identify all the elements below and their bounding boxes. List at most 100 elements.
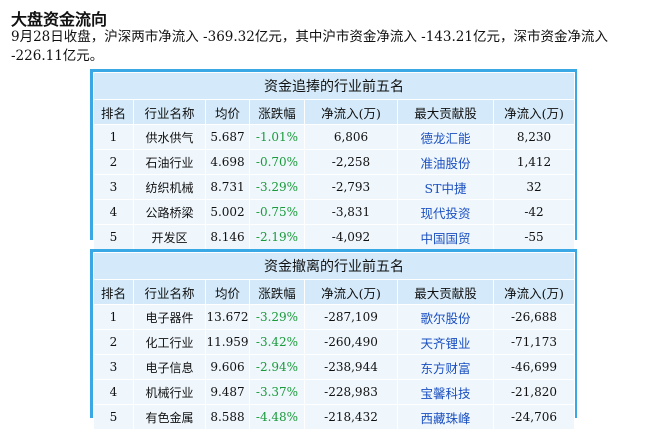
rank-cell: 4	[93, 379, 134, 405]
industry-cell: 纺织机械	[133, 174, 206, 200]
net-inflow-cell: 6,806	[304, 124, 398, 150]
stock-net-inflow-cell: -42	[492, 199, 576, 225]
column-header-change: 涨跌幅	[249, 99, 305, 125]
industry-cell: 电子器件	[133, 304, 206, 330]
rank-cell: 3	[93, 354, 134, 380]
industry-cell: 公路桥梁	[133, 199, 206, 225]
change-cell: -2.19%	[249, 224, 305, 250]
net-inflow-cell: -260,490	[304, 329, 398, 355]
net-inflow-cell: -4,092	[304, 224, 398, 250]
column-header-industry: 行业名称	[133, 279, 206, 305]
column-header-industry: 行业名称	[133, 99, 206, 125]
stock-net-inflow-cell: -24,706	[492, 404, 576, 430]
avg-price-cell: 9.487	[205, 379, 250, 405]
avg-price-cell: 5.002	[205, 199, 250, 225]
avg-price-cell: 9.606	[205, 354, 250, 380]
top-stock-link[interactable]: 天齐锂业	[397, 329, 494, 355]
table-row: 1 供水供气 5.687 -1.01% 6,806 德龙汇能 8,230	[93, 124, 576, 150]
change-cell: -3.42%	[249, 329, 305, 355]
top-stock-link[interactable]: 歌尔股份	[397, 304, 494, 330]
avg-price-cell: 8.146	[205, 224, 250, 250]
stock-net-inflow-cell: 1,412	[492, 149, 576, 175]
change-cell: -3.37%	[249, 379, 305, 405]
stock-net-inflow-cell: -26,688	[492, 304, 576, 330]
column-header-top-stock: 最大贡献股	[397, 99, 494, 125]
avg-price-cell: 11.959	[205, 329, 250, 355]
rank-cell: 1	[93, 304, 134, 330]
inflow-table: 资金追捧的行业前五名 排名 行业名称 均价 涨跌幅 净流入(万) 最大贡献股 净…	[92, 72, 576, 250]
top-stock-link[interactable]: 西藏珠峰	[397, 404, 494, 430]
stock-net-inflow-cell: -21,820	[492, 379, 576, 405]
column-header-avg-price: 均价	[205, 279, 250, 305]
industry-cell: 有色金属	[133, 404, 206, 430]
top-stock-link[interactable]: 东方财富	[397, 354, 494, 380]
table-row: 1 电子器件 13.672 -3.29% -287,109 歌尔股份 -26,6…	[93, 304, 576, 330]
net-inflow-cell: -228,983	[304, 379, 398, 405]
stock-net-inflow-cell: -55	[492, 224, 576, 250]
top-stock-link[interactable]: 宝馨科技	[397, 379, 494, 405]
rank-cell: 3	[93, 174, 134, 200]
net-inflow-cell: -238,944	[304, 354, 398, 380]
column-header-top-stock: 最大贡献股	[397, 279, 494, 305]
top-stock-link[interactable]: 准油股份	[397, 149, 494, 175]
column-header-avg-price: 均价	[205, 99, 250, 125]
change-cell: -1.01%	[249, 124, 305, 150]
table-row: 5 开发区 8.146 -2.19% -4,092 中国国贸 -55	[93, 224, 576, 250]
table-caption: 资金追捧的行业前五名	[92, 72, 576, 100]
top-stock-link[interactable]: 中国国贸	[397, 224, 494, 250]
outflow-table: 资金撤离的行业前五名 排名 行业名称 均价 涨跌幅 净流入(万) 最大贡献股 净…	[92, 252, 576, 430]
stock-net-inflow-cell: -71,173	[492, 329, 576, 355]
column-header-stock-net-inflow: 净流入(万)	[492, 279, 576, 305]
net-inflow-cell: -2,258	[304, 149, 398, 175]
industry-cell: 机械行业	[133, 379, 206, 405]
avg-price-cell: 5.687	[205, 124, 250, 150]
avg-price-cell: 8.588	[205, 404, 250, 430]
column-header-rank: 排名	[93, 99, 134, 125]
top-stock-link[interactable]: ST中捷	[397, 174, 494, 200]
table-row: 4 机械行业 9.487 -3.37% -228,983 宝馨科技 -21,82…	[93, 379, 576, 405]
top-stock-link[interactable]: 现代投资	[397, 199, 494, 225]
top-stock-link[interactable]: 德龙汇能	[397, 124, 494, 150]
table-row: 4 公路桥梁 5.002 -0.75% -3,831 现代投资 -42	[93, 199, 576, 225]
change-cell: -0.75%	[249, 199, 305, 225]
avg-price-cell: 8.731	[205, 174, 250, 200]
rank-cell: 4	[93, 199, 134, 225]
industry-cell: 化工行业	[133, 329, 206, 355]
change-cell: -4.48%	[249, 404, 305, 430]
column-header-net-inflow: 净流入(万)	[304, 99, 398, 125]
rank-cell: 5	[93, 404, 134, 430]
industry-cell: 电子信息	[133, 354, 206, 380]
table-row: 2 石油行业 4.698 -0.70% -2,258 准油股份 1,412	[93, 149, 576, 175]
change-cell: -0.70%	[249, 149, 305, 175]
column-header-net-inflow: 净流入(万)	[304, 279, 398, 305]
table-row: 2 化工行业 11.959 -3.42% -260,490 天齐锂业 -71,1…	[93, 329, 576, 355]
stock-net-inflow-cell: 8,230	[492, 124, 576, 150]
change-cell: -2.94%	[249, 354, 305, 380]
rank-cell: 2	[93, 329, 134, 355]
market-summary: 9月28日收盘，沪深两市净流入 -369.32亿元，其中沪市资金净流入 -143…	[11, 29, 608, 64]
table-caption: 资金撤离的行业前五名	[92, 252, 576, 280]
column-header-change: 涨跌幅	[249, 279, 305, 305]
rank-cell: 2	[93, 149, 134, 175]
industry-cell: 开发区	[133, 224, 206, 250]
avg-price-cell: 13.672	[205, 304, 250, 330]
rank-cell: 1	[93, 124, 134, 150]
table-row: 3 电子信息 9.606 -2.94% -238,944 东方财富 -46,69…	[93, 354, 576, 380]
change-cell: -3.29%	[249, 304, 305, 330]
page-title: 大盘资金流向	[11, 10, 108, 29]
net-inflow-cell: -3,831	[304, 199, 398, 225]
stock-net-inflow-cell: 32	[492, 174, 576, 200]
industry-cell: 供水供气	[133, 124, 206, 150]
net-inflow-cell: -287,109	[304, 304, 398, 330]
column-header-rank: 排名	[93, 279, 134, 305]
net-inflow-cell: -218,432	[304, 404, 398, 430]
avg-price-cell: 4.698	[205, 149, 250, 175]
column-header-stock-net-inflow: 净流入(万)	[492, 99, 576, 125]
stock-net-inflow-cell: -46,699	[492, 354, 576, 380]
inflow-table-panel: 资金追捧的行业前五名 排名 行业名称 均价 涨跌幅 净流入(万) 最大贡献股 净…	[90, 69, 577, 250]
net-inflow-cell: -2,793	[304, 174, 398, 200]
table-row: 5 有色金属 8.588 -4.48% -218,432 西藏珠峰 -24,70…	[93, 404, 576, 430]
rank-cell: 5	[93, 224, 134, 250]
change-cell: -3.29%	[249, 174, 305, 200]
table-row: 3 纺织机械 8.731 -3.29% -2,793 ST中捷 32	[93, 174, 576, 200]
